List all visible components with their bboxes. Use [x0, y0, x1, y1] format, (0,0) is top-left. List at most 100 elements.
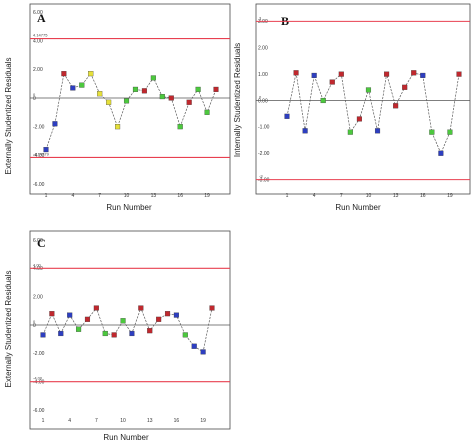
panel-a-data-point — [141, 88, 147, 94]
panel-c-data-point — [76, 326, 82, 332]
panel-a-y-tick-label: 2.00 — [33, 67, 43, 73]
panel-b-data-point — [420, 72, 426, 78]
panel-a-data-point — [177, 124, 183, 130]
panel-a-data-point — [115, 124, 121, 130]
panel-b-y-tick-label: -1.00 — [258, 125, 270, 131]
panel-a-y-tick-label: -6.00 — [33, 182, 45, 188]
panel-b-frame — [255, 3, 471, 195]
panel-c-y-tick-label: -4.00 — [33, 379, 45, 385]
panel-b-upper-limit-label: 3 — [259, 15, 262, 20]
panel-b-y-tick-label: -2.00 — [258, 151, 270, 157]
panel-b-data-point — [311, 72, 317, 78]
panel-c-data-point — [102, 330, 108, 337]
panel-c-data-point — [182, 332, 188, 338]
panel-b-data-point — [429, 129, 435, 135]
panel-c-x-tick-label: 4 — [68, 418, 71, 424]
panel-c-upper-limit-label: 4.00 — [33, 262, 42, 267]
panel-c-data-point — [173, 312, 179, 318]
panel-a-data-point — [43, 147, 49, 153]
panel-c-x-tick-label: 13 — [147, 418, 153, 424]
panel-b-y-axis-label: Internally Studentized Residuals — [233, 43, 242, 157]
panel-a-y-tick-label: 6.00 — [33, 10, 43, 16]
panel-b-data-point — [320, 97, 326, 104]
panel-b-x-tick-label: 19 — [447, 193, 453, 199]
panel-c-data-point — [120, 318, 126, 324]
panel-a-x-tick-label: 7 — [98, 193, 101, 199]
panel-c: C Externally Studentized Residuals Run N… — [4, 230, 231, 442]
panel-c-letter: C — [37, 236, 46, 250]
panel-b-y-tick-label: 2.00 — [258, 46, 268, 52]
panel-b-zero-label: 0 — [259, 95, 262, 100]
panel-a-x-axis-label: Run Number — [106, 203, 152, 212]
panel-c-y-tick-label: 2.00 — [33, 294, 43, 300]
panel-b-x-tick-label: 7 — [340, 193, 343, 199]
panel-b-data-point — [293, 70, 299, 76]
panel-a-data-point — [204, 109, 210, 115]
panel-b-data-point — [347, 129, 353, 135]
panel-b: B Internally Studentized Residuals Run N… — [233, 3, 471, 212]
panel-b-lower-limit-label: -3 — [259, 174, 263, 179]
panel-a-x-tick-label: 13 — [151, 193, 157, 199]
panel-b-y-tick-label: -3.00 — [258, 177, 270, 183]
panel-b-x-tick-label: 13 — [393, 193, 399, 199]
panel-b-data-point — [302, 128, 308, 134]
panel-b-data-point — [447, 129, 453, 135]
panel-a-data-point — [132, 86, 139, 92]
panel-b-x-axis-label: Run Number — [335, 203, 381, 212]
panel-b-plot-area: 3.00 2.00 1.00 0.00 -1.00 -2.00 -3.00 0 3 -3 1 4 7 10… — [256, 15, 470, 199]
panel-a-data-point — [123, 98, 130, 104]
panel-c-data-point — [67, 312, 73, 318]
panel-c-x-axis-label: Run Number — [103, 433, 149, 442]
panel-b-data-point — [374, 128, 381, 134]
panel-a-y-axis-label: Externally Studentized Residuals — [4, 58, 13, 175]
panel-a-x-tick-label: 10 — [124, 193, 130, 199]
panel-a-data-point — [186, 99, 192, 105]
panel-a-data-point — [97, 91, 103, 97]
panel-a-x-tick-label: 16 — [177, 193, 183, 199]
panel-b-data-point — [411, 70, 417, 76]
panel-c-x-tick-label: 16 — [174, 418, 180, 424]
panel-a-lower-limit-label: -4.14779 — [33, 151, 50, 156]
panel-b-data-point — [384, 71, 390, 77]
panel-c-y-tick-label: 0 — [33, 323, 36, 329]
panel-c-zero-label: 0 — [33, 319, 36, 324]
panel-c-data-point — [200, 349, 206, 355]
panel-c-y-axis-label: Externally Studentized Residuals — [4, 271, 13, 388]
panel-a-data-point — [150, 75, 156, 81]
panel-b-y-tick-label: 0.00 — [258, 98, 268, 104]
panel-c-x-tick-label: 10 — [120, 418, 126, 424]
panel-b-data-point — [456, 71, 462, 77]
panel-a-data-point — [88, 71, 94, 77]
panel-a-y-tick-label: 0 — [33, 96, 36, 102]
panel-a-y-tick-label: 4.00 — [33, 38, 43, 44]
panel-b-data-point — [365, 87, 372, 93]
panel-b-data-point — [284, 113, 290, 119]
panel-c-data-point — [138, 305, 144, 311]
panel-c-data-point — [129, 330, 135, 337]
panel-c-data-point — [164, 311, 171, 317]
panel-a-frame — [29, 3, 231, 195]
panel-a-data-point — [195, 86, 201, 92]
panel-a-x-tick-label: 1 — [45, 193, 48, 199]
panel-c-lower-limit-label: -4.00 — [33, 376, 43, 381]
panel-a-data-point — [79, 82, 85, 88]
panel-c-y-tick-label: -6.00 — [33, 408, 45, 414]
panel-c-data-point — [58, 330, 64, 337]
panel-a-data-point — [159, 94, 165, 100]
panel-c-data-point — [49, 311, 55, 317]
panel-b-data-point — [393, 103, 399, 109]
panel-a-x-tick-label: 19 — [204, 193, 210, 199]
panel-c-x-tick-label: 1 — [42, 418, 45, 424]
panel-c-x-tick-label: 19 — [200, 418, 206, 424]
panel-a-letter: A — [37, 11, 46, 25]
panel-c-y-tick-label: 6.00 — [33, 238, 43, 244]
panel-b-data-point — [356, 116, 362, 122]
panel-c-residual-line — [42, 306, 213, 353]
panel-a-x-tick-label: 4 — [71, 193, 74, 199]
panel-a-y-tick-label: -4.00 — [33, 153, 45, 159]
panel-a-data-point — [106, 99, 112, 105]
panel-a: A Externally Studentized Residuals Run N… — [4, 3, 231, 212]
panel-a-y-tick-label: -2.00 — [33, 124, 45, 130]
